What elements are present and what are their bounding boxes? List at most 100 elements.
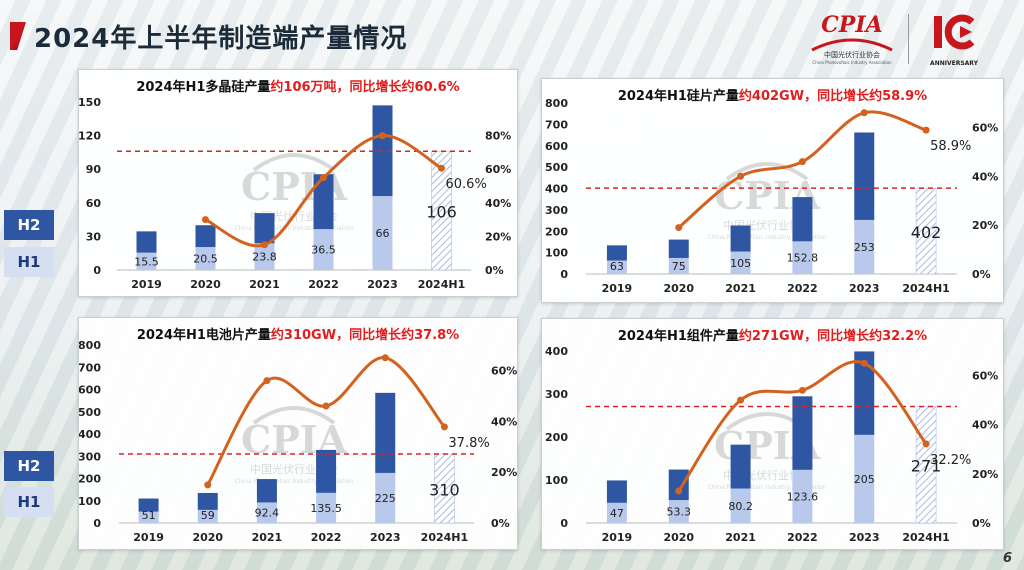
- bar-h1: [375, 472, 396, 523]
- y-axis-right-tick: 40%: [972, 170, 998, 183]
- bar-value-label: 253: [854, 241, 875, 254]
- bar-h1: [606, 260, 627, 274]
- watermark-arc: [252, 153, 336, 172]
- sun-arc-icon: [811, 38, 893, 52]
- x-axis-tick: 2024H1: [902, 282, 949, 295]
- bar-h1: [792, 241, 813, 274]
- bar-h1: [792, 469, 813, 523]
- x-axis-tick: 2021: [725, 531, 756, 544]
- y-axis-left-tick: 90: [86, 163, 102, 176]
- bar-h2: [313, 174, 334, 230]
- growth-rate-point: [438, 164, 445, 172]
- header: 2024年上半年制造端产量情况 CPIA 中国光伏行业协会 China Phot…: [0, 0, 1024, 70]
- x-axis-tick: 2020: [190, 278, 221, 291]
- page-title: 2024年上半年制造端产量情况: [34, 24, 408, 54]
- growth-rate-point: [737, 172, 745, 180]
- watermark-arc: [252, 406, 336, 425]
- bar-value-label: 75: [672, 260, 686, 273]
- y-axis-left-tick: 200: [545, 431, 568, 444]
- y-axis-left-tick: 60: [86, 197, 102, 210]
- y-axis-right-tick: 0%: [491, 517, 510, 530]
- watermark-subtext-en: China Photovoltaic Industry Association: [235, 478, 354, 485]
- x-axis-tick: 2020: [663, 282, 694, 295]
- cpia-logo-subtitle-en: China Photovoltaic Industry Association: [812, 60, 892, 65]
- page-number: 6: [1002, 551, 1012, 566]
- growth-rate-point: [440, 423, 448, 431]
- bar-value-label-forecast: 310: [429, 481, 460, 500]
- y-axis-right-tick: 20%: [491, 466, 517, 479]
- x-axis-tick: 2020: [663, 531, 694, 544]
- x-axis-tick: 2021: [249, 278, 280, 291]
- bar-h1: [313, 229, 334, 270]
- growth-rate-label: 37.8%: [448, 436, 489, 451]
- growth-rate-point: [675, 487, 683, 495]
- y-axis-left-tick: 150: [79, 96, 101, 109]
- x-axis-tick: 2020: [192, 531, 223, 544]
- y-axis-left-tick: 700: [545, 118, 568, 131]
- watermark-subtext: 中国光伏行业协会: [250, 462, 338, 476]
- x-axis-tick: 2024H1: [902, 531, 949, 544]
- bar-h2: [854, 132, 875, 220]
- y-axis-right-tick: 40%: [485, 197, 511, 210]
- cpia-logo: CPIA 中国光伏行业协会 China Photovoltaic Industr…: [802, 8, 902, 70]
- title-accent-shape: [10, 22, 26, 50]
- y-axis-left-tick: 600: [545, 140, 568, 153]
- y-axis-left-tick: 500: [545, 161, 568, 174]
- y-axis-left-tick: 200: [545, 225, 568, 238]
- growth-rate-point: [922, 440, 930, 448]
- y-axis-left-tick: 400: [545, 345, 568, 358]
- x-axis-tick: 2019: [602, 531, 633, 544]
- y-axis-right-tick: 20%: [485, 230, 511, 243]
- anniversary-label: ANNIVERSARY: [930, 60, 978, 67]
- y-axis-left-tick: 400: [545, 183, 568, 196]
- y-axis-left-tick: 0: [560, 517, 568, 530]
- cpia-logo-text: CPIA: [821, 12, 883, 38]
- bar-value-label-forecast: 271: [911, 457, 942, 476]
- y-axis-left-tick: 800: [79, 339, 101, 352]
- watermark-subtext-en: China Photovoltaic Industry Association: [235, 225, 354, 232]
- watermark-subtext-en: China Photovoltaic Industry Association: [708, 484, 827, 491]
- chart-title-highlight: 约402GW，同比增长约58.9%: [738, 89, 928, 104]
- x-axis-tick: 2023: [370, 531, 401, 544]
- bar-forecast: [915, 187, 937, 275]
- bar-value-label: 15.5: [134, 255, 159, 268]
- bar-h1: [668, 500, 689, 523]
- x-axis-tick: 2022: [787, 531, 818, 544]
- bar-value-label: 36.5: [311, 244, 336, 257]
- x-axis-tick: 2023: [849, 282, 880, 295]
- chart-title-prefix: 2024年H1电池片产量: [136, 328, 271, 343]
- bar-h2: [195, 225, 216, 248]
- x-axis-tick: 2019: [131, 278, 162, 291]
- growth-rate-point: [320, 174, 327, 182]
- legend-h2-bottom: H2: [4, 451, 54, 481]
- y-axis-left-tick: 300: [545, 388, 568, 401]
- chart-title-highlight: 约106万吨，同比增长约60.6%: [270, 80, 460, 95]
- growth-rate-point: [798, 386, 806, 394]
- chart-title: 2024年H1组件产量约271GW，同比增长约32.2%: [542, 325, 1003, 344]
- y-axis-right-tick: 80%: [485, 130, 511, 143]
- x-axis-tick: 2022: [308, 278, 339, 291]
- bar-h1: [316, 492, 337, 523]
- chart-panel-cell: CPIA 中国光伏行业协会 China Photovoltaic Industry …: [78, 317, 518, 550]
- chart-title-prefix: 2024年H1组件产量: [617, 329, 739, 344]
- y-axis-left-tick: 500: [79, 406, 101, 419]
- y-axis-left-tick: 0: [560, 268, 568, 281]
- x-axis-tick: 2022: [787, 282, 818, 295]
- watermark-subtext-en: China Photovoltaic Industry Association: [708, 234, 827, 241]
- anniversary-logo: ANNIVERSARY: [918, 10, 990, 70]
- growth-rate-point: [860, 109, 868, 117]
- chart-title-prefix: 2024年H1硅片产量: [617, 89, 739, 104]
- bar-h2: [316, 449, 337, 493]
- bar-h2: [254, 213, 275, 244]
- bar-value-label: 152.8: [787, 252, 819, 265]
- anniversary-10-icon: [934, 14, 975, 50]
- x-axis-tick: 2024H1: [421, 531, 468, 544]
- bar-value-label: 135.5: [310, 502, 342, 515]
- bar-h2: [730, 444, 751, 489]
- y-axis-left-tick: 300: [79, 450, 101, 463]
- growth-rate-point: [675, 224, 683, 232]
